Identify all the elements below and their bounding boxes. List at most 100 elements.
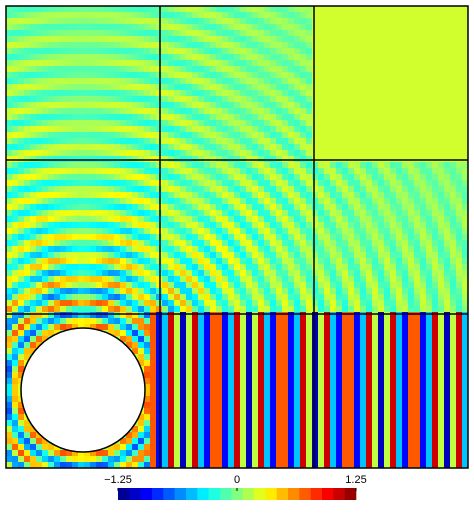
field-cell [408, 264, 415, 271]
field-cell [222, 354, 229, 361]
field-cell [228, 336, 235, 343]
field-cell [444, 270, 451, 277]
field-cell [48, 84, 55, 91]
field-cell [246, 240, 253, 247]
field-cell [78, 246, 85, 253]
field-cell [456, 138, 463, 145]
field-cell [384, 84, 391, 91]
field-cell [12, 246, 19, 253]
field-cell [462, 234, 469, 241]
field-cell [180, 102, 187, 109]
field-cell [138, 204, 145, 211]
field-cell [132, 126, 139, 133]
field-cell [204, 126, 211, 133]
field-cell [330, 276, 337, 283]
field-cell [30, 270, 37, 277]
field-cell [456, 360, 463, 367]
field-cell [12, 48, 19, 55]
field-cell [144, 108, 151, 115]
field-cell [396, 288, 403, 295]
field-cell [162, 72, 169, 79]
field-cell [312, 390, 319, 397]
field-cell [198, 174, 205, 181]
field-cell [180, 198, 187, 205]
field-cell [198, 240, 205, 247]
field-cell [72, 204, 79, 211]
field-cell [204, 270, 211, 277]
field-cell [108, 300, 115, 307]
field-cell [300, 66, 307, 73]
field-cell [384, 372, 391, 379]
field-cell [210, 360, 217, 367]
field-cell [456, 270, 463, 277]
field-cell [30, 96, 37, 103]
field-cell [396, 96, 403, 103]
field-cell [252, 108, 259, 115]
field-cell [192, 282, 199, 289]
field-cell [414, 132, 421, 139]
field-cell [378, 78, 385, 85]
field-cell [312, 270, 319, 277]
field-cell [168, 42, 175, 49]
field-cell [198, 186, 205, 193]
field-cell [306, 144, 313, 151]
field-cell [366, 132, 373, 139]
field-cell [444, 354, 451, 361]
field-cell [138, 258, 145, 265]
field-cell [216, 138, 223, 145]
field-cell [240, 216, 247, 223]
field-cell [342, 198, 349, 205]
field-cell [114, 144, 121, 151]
field-cell [426, 264, 433, 271]
field-cell [186, 366, 193, 373]
field-cell [132, 90, 139, 97]
field-cell [186, 174, 193, 181]
field-cell [150, 162, 157, 169]
field-cell [78, 72, 85, 79]
field-cell [408, 132, 415, 139]
field-cell [6, 240, 13, 247]
field-cell [432, 360, 439, 367]
field-cell [294, 276, 301, 283]
field-cell [246, 228, 253, 235]
field-cell [216, 36, 223, 43]
field-cell [306, 306, 313, 313]
field-cell [366, 252, 373, 259]
field-cell [78, 132, 85, 139]
field-cell [378, 60, 385, 67]
field-cell [258, 342, 265, 349]
field-cell [84, 168, 91, 175]
field-cell [66, 126, 73, 133]
field-cell [360, 174, 367, 181]
field-cell [162, 216, 169, 223]
field-cell [78, 288, 85, 295]
field-cell [378, 354, 385, 361]
field-cell [462, 192, 469, 199]
field-cell [234, 18, 241, 25]
field-cell [414, 300, 421, 307]
field-cell [390, 354, 397, 361]
field-cell [414, 360, 421, 367]
field-cell [384, 108, 391, 115]
field-cell [408, 162, 415, 169]
field-cell [6, 198, 13, 205]
field-cell [450, 186, 457, 193]
field-cell [204, 294, 211, 301]
field-cell [336, 54, 343, 61]
field-cell [18, 318, 25, 325]
field-cell [312, 312, 319, 319]
field-cell [138, 90, 145, 97]
field-cell [378, 90, 385, 97]
field-cell [210, 108, 217, 115]
field-cell [180, 378, 187, 385]
field-cell [456, 258, 463, 265]
field-cell [18, 72, 25, 79]
field-cell [264, 336, 271, 343]
field-cell [294, 150, 301, 157]
field-cell [408, 246, 415, 253]
field-cell [180, 36, 187, 43]
field-cell [132, 300, 139, 307]
field-cell [294, 120, 301, 127]
field-cell [144, 186, 151, 193]
field-cell [342, 150, 349, 157]
